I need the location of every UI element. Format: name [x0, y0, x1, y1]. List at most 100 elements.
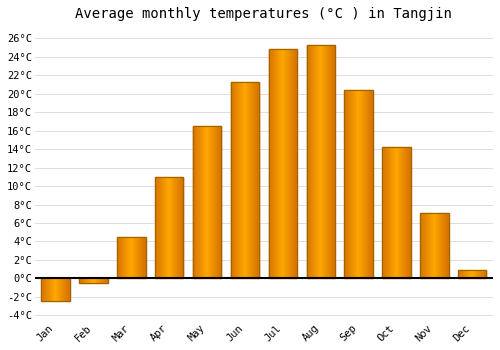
Bar [462, 270, 463, 278]
Bar [107, 278, 108, 283]
Bar [284, 49, 285, 278]
Bar [254, 82, 255, 278]
Bar [332, 45, 333, 278]
Bar [356, 90, 357, 278]
Bar [118, 237, 119, 278]
Bar [382, 147, 383, 278]
Bar [64, 278, 65, 301]
Bar [176, 177, 177, 278]
Bar [372, 90, 373, 278]
Bar [67, 278, 68, 301]
Bar [467, 270, 468, 278]
Bar [56, 278, 58, 301]
Bar [180, 177, 181, 278]
Bar [104, 278, 105, 283]
Bar [117, 237, 145, 278]
Bar [65, 278, 66, 301]
Bar [246, 82, 247, 278]
Bar [142, 237, 143, 278]
Title: Average monthly temperatures (°C ) in Tangjin: Average monthly temperatures (°C ) in Ta… [76, 7, 452, 21]
Bar [393, 147, 394, 278]
Bar [62, 278, 63, 301]
Bar [213, 126, 214, 278]
Bar [482, 270, 483, 278]
Bar [314, 45, 315, 278]
Bar [361, 90, 362, 278]
Bar [269, 49, 270, 278]
Bar [91, 278, 92, 283]
Bar [42, 278, 43, 301]
Bar [296, 49, 297, 278]
Bar [370, 90, 371, 278]
Bar [469, 270, 470, 278]
Bar [358, 90, 359, 278]
Bar [54, 278, 55, 301]
Bar [397, 147, 398, 278]
Bar [194, 126, 195, 278]
Bar [446, 213, 447, 278]
Bar [241, 82, 242, 278]
Bar [215, 126, 216, 278]
Bar [398, 147, 400, 278]
Bar [182, 177, 183, 278]
Bar [330, 45, 331, 278]
Bar [401, 147, 402, 278]
Bar [279, 49, 280, 278]
Bar [68, 278, 69, 301]
Bar [59, 278, 60, 301]
Bar [346, 90, 347, 278]
Bar [327, 45, 328, 278]
Bar [245, 82, 246, 278]
Bar [207, 126, 208, 278]
Bar [345, 90, 346, 278]
Bar [472, 270, 473, 278]
Bar [400, 147, 401, 278]
Bar [289, 49, 290, 278]
Bar [174, 177, 175, 278]
Bar [352, 90, 353, 278]
Bar [160, 177, 161, 278]
Bar [130, 237, 132, 278]
Bar [209, 126, 210, 278]
Bar [52, 278, 54, 301]
Bar [277, 49, 278, 278]
Bar [283, 49, 284, 278]
Bar [199, 126, 200, 278]
Bar [354, 90, 355, 278]
Bar [251, 82, 252, 278]
Bar [143, 237, 144, 278]
Bar [122, 237, 123, 278]
Bar [105, 278, 106, 283]
Bar [256, 82, 257, 278]
Bar [82, 278, 83, 283]
Bar [432, 213, 433, 278]
Bar [438, 213, 439, 278]
Bar [390, 147, 391, 278]
Bar [324, 45, 326, 278]
Bar [179, 177, 180, 278]
Bar [258, 82, 259, 278]
Bar [79, 278, 108, 283]
Bar [422, 213, 423, 278]
Bar [138, 237, 140, 278]
Bar [208, 126, 209, 278]
Bar [320, 45, 322, 278]
Bar [232, 82, 233, 278]
Bar [391, 147, 392, 278]
Bar [313, 45, 314, 278]
Bar [307, 45, 308, 278]
Bar [464, 270, 465, 278]
Bar [92, 278, 93, 283]
Bar [158, 177, 159, 278]
Bar [161, 177, 162, 278]
Bar [437, 213, 438, 278]
Bar [163, 177, 164, 278]
Bar [126, 237, 127, 278]
Bar [315, 45, 316, 278]
Bar [220, 126, 222, 278]
Bar [58, 278, 59, 301]
Bar [318, 45, 319, 278]
Bar [106, 278, 107, 283]
Bar [362, 90, 363, 278]
Bar [159, 177, 160, 278]
